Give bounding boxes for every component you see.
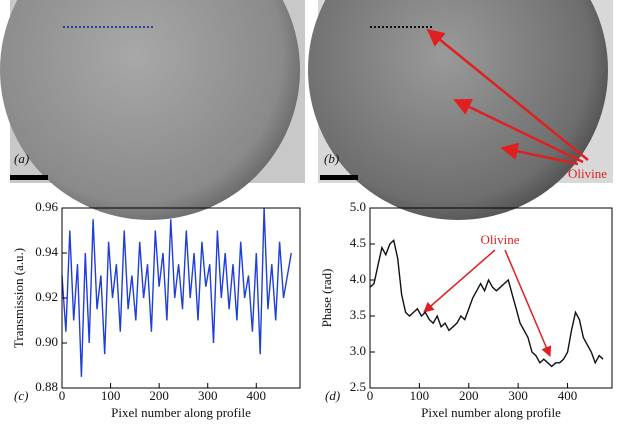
x-tick-label: 0: [367, 388, 374, 403]
panel-label: (b): [324, 151, 339, 166]
plot-frame: [369, 207, 613, 389]
image-a: (a): [0, 0, 305, 220]
y-tick-label: 0.90: [35, 334, 58, 349]
x-tick-label: 400: [558, 388, 578, 403]
y-axis-label: Phase (rad): [319, 269, 334, 328]
y-tick-label: 4.0: [350, 271, 366, 286]
y-tick-label: 5.0: [350, 199, 366, 214]
x-tick-label: 300: [508, 388, 528, 403]
x-tick-label: 100: [410, 388, 430, 403]
x-axis-label: Pixel number along profile: [111, 405, 251, 420]
y-axis-label: Transmission (a.u.): [11, 248, 26, 348]
y-tick-label: 4.5: [350, 235, 366, 250]
annotation: Olivine: [568, 166, 607, 181]
y-tick-label: 3.5: [350, 307, 366, 322]
y-tick-label: 0.94: [35, 244, 58, 259]
y-tick-label: 0.88: [35, 379, 58, 394]
x-tick-label: 200: [459, 388, 479, 403]
panel-label: (a): [14, 151, 29, 166]
x-axis-label: Pixel number along profile: [421, 405, 561, 420]
y-tick-label: 3.0: [350, 343, 366, 358]
panel-label: (c): [14, 388, 28, 403]
panel-label: (d): [325, 388, 340, 403]
y-tick-label: 2.5: [350, 379, 366, 394]
x-tick-label: 300: [198, 388, 218, 403]
data-line: [369, 239, 604, 368]
y-tick-label: 0.96: [35, 199, 58, 214]
y-tick-label: 0.92: [35, 289, 58, 304]
x-tick-label: 400: [247, 388, 267, 403]
x-tick-label: 100: [101, 388, 121, 403]
annotation: Olivine: [481, 232, 520, 247]
x-tick-label: 200: [149, 388, 169, 403]
image-b: (b) Olivine: [308, 0, 613, 220]
x-tick-label: 0: [59, 388, 66, 403]
data-line: [61, 207, 292, 377]
annotation-arrows: [423, 249, 552, 357]
